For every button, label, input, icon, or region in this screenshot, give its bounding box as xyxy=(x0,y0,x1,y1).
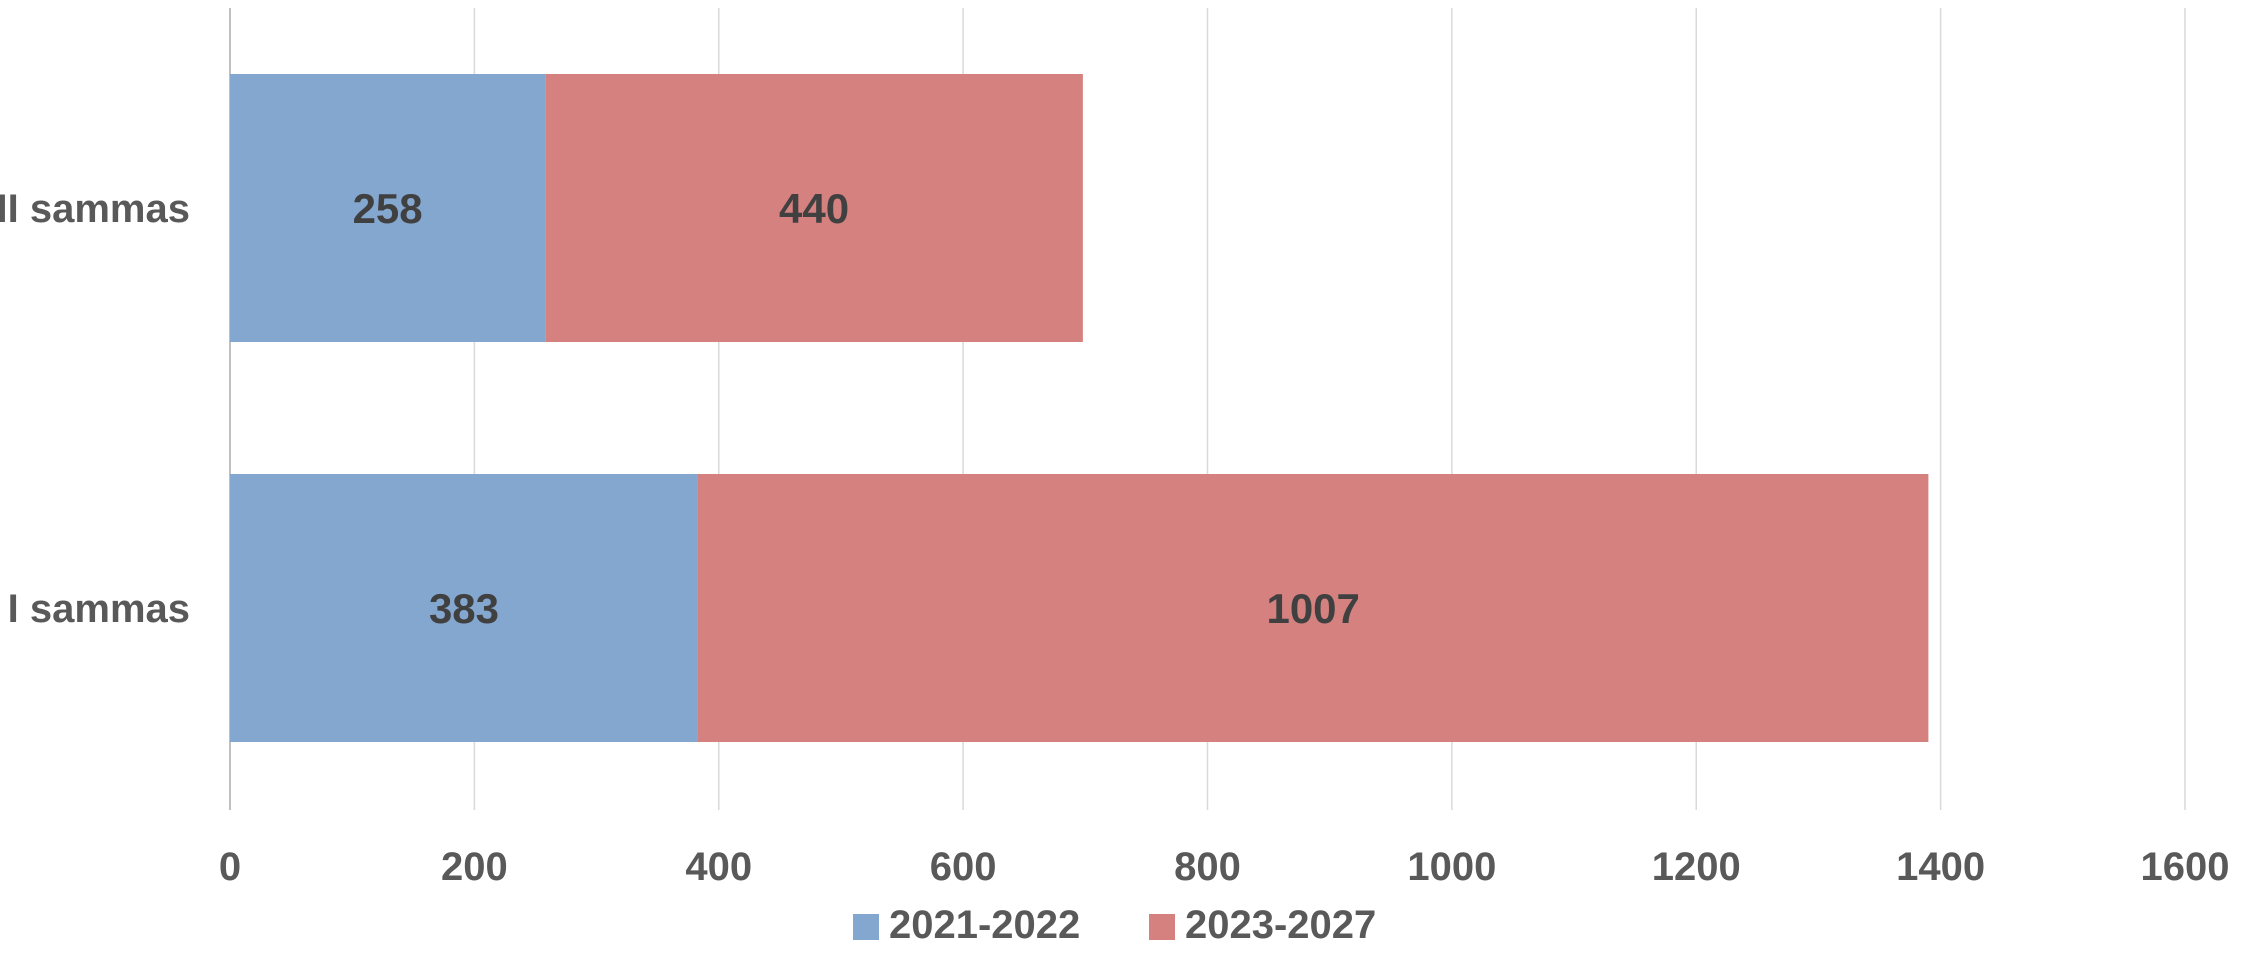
x-tick-label: 1200 xyxy=(1652,845,1741,889)
x-tick-label: 600 xyxy=(930,845,997,889)
legend-swatch xyxy=(1149,914,1175,940)
bar-segment xyxy=(230,474,698,742)
data-label: 258 xyxy=(353,185,423,232)
x-tick-label: 1600 xyxy=(2141,845,2230,889)
x-tick-label: 400 xyxy=(685,845,752,889)
data-label: 1007 xyxy=(1266,585,1359,632)
x-tick-label: 200 xyxy=(441,845,508,889)
category-label: I sammas xyxy=(8,587,190,631)
x-tick-label: 800 xyxy=(1174,845,1241,889)
x-tick-label: 1400 xyxy=(1896,845,1985,889)
bar-segment xyxy=(697,474,1929,742)
data-label: 383 xyxy=(429,585,499,632)
data-label: 440 xyxy=(779,185,849,232)
bar-segment xyxy=(545,74,1083,342)
x-tick-label: 0 xyxy=(219,845,241,889)
legend-label: 2021-2022 xyxy=(889,903,1080,947)
bar-segment xyxy=(230,74,546,342)
category-label: II sammas xyxy=(0,187,190,231)
legend-label: 2023-2027 xyxy=(1185,903,1376,947)
x-tick-label: 1000 xyxy=(1407,845,1496,889)
legend-swatch xyxy=(853,914,879,940)
